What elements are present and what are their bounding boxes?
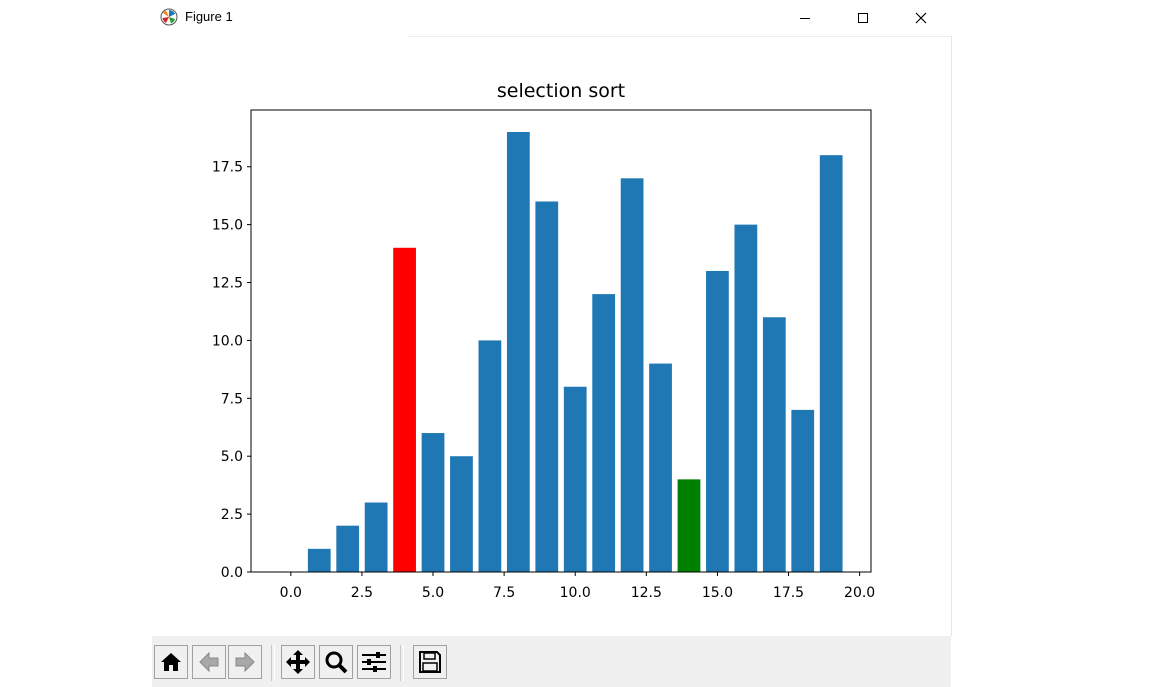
x-tick-label: 2.5 xyxy=(351,585,373,601)
x-tick-label: 15.0 xyxy=(702,585,733,601)
arrow-right-icon xyxy=(235,651,255,673)
bar-4 xyxy=(393,247,416,572)
title-bar: Figure 1 xyxy=(152,0,951,36)
chart-title: selection sort xyxy=(497,80,625,102)
bar-13 xyxy=(649,363,672,572)
sliders-icon xyxy=(362,652,386,672)
bar-1 xyxy=(307,548,331,572)
floppy-disk-icon xyxy=(419,651,441,673)
zoom-button[interactable] xyxy=(319,645,353,679)
y-tick-label: 17.5 xyxy=(212,160,243,176)
bar-chart: selection sort 0.0 2.5 5.0 7.5 10.0 12.5 15.0 1… xyxy=(212,80,875,601)
bar-7 xyxy=(478,340,502,572)
bar-19 xyxy=(819,155,843,572)
toolbar-separator xyxy=(271,645,275,681)
move-icon xyxy=(286,650,310,674)
save-button[interactable] xyxy=(413,645,447,679)
y-tick-label: 10.0 xyxy=(212,333,243,349)
figure-window: Figure 1 selection sort 0.0 2.5 5.0 7.5 10.0… xyxy=(152,0,952,687)
x-tick-label: 12.5 xyxy=(631,585,662,601)
pan-button[interactable] xyxy=(281,645,315,679)
configure-subplots-button[interactable] xyxy=(357,645,391,679)
bar-5 xyxy=(421,433,445,572)
window-title: Figure 1 xyxy=(185,9,233,24)
maximize-button[interactable] xyxy=(834,0,892,36)
bar-6 xyxy=(450,456,473,572)
bar-8 xyxy=(506,132,530,572)
x-axis: 0.0 2.5 5.0 7.5 10.0 12.5 15.0 17.5 20.0 xyxy=(280,572,875,601)
x-tick-label: 17.5 xyxy=(773,585,804,601)
y-tick-label: 7.5 xyxy=(221,391,243,407)
arrow-left-icon xyxy=(199,651,219,673)
bar-16 xyxy=(734,224,758,572)
bar-15 xyxy=(706,270,729,572)
bar-2 xyxy=(336,525,360,572)
minimize-button[interactable] xyxy=(776,0,834,36)
back-button[interactable] xyxy=(192,645,226,679)
minimize-icon xyxy=(800,18,810,19)
bar-12 xyxy=(620,178,644,572)
bar-9 xyxy=(535,201,559,572)
magnifier-icon xyxy=(325,651,348,674)
y-tick-label: 0.0 xyxy=(221,565,243,581)
plot-frame xyxy=(250,109,872,573)
x-tick-label: 0.0 xyxy=(280,585,302,601)
home-icon xyxy=(161,653,181,671)
bar-14 xyxy=(677,479,701,572)
y-tick-label: 5.0 xyxy=(221,449,243,465)
figure-canvas[interactable]: selection sort 0.0 2.5 5.0 7.5 10.0 12.5 15.0 1… xyxy=(152,36,952,636)
close-icon xyxy=(915,12,927,24)
forward-button[interactable] xyxy=(228,645,262,679)
y-tick-label: 12.5 xyxy=(212,276,243,292)
bar-10 xyxy=(563,386,587,572)
navigation-toolbar xyxy=(152,636,951,687)
x-tick-label: 5.0 xyxy=(422,585,444,601)
x-tick-label: 10.0 xyxy=(560,585,591,601)
toolbar-separator xyxy=(400,645,404,681)
bar-17 xyxy=(762,317,786,572)
bar-18 xyxy=(791,409,815,572)
y-tick-label: 2.5 xyxy=(221,507,243,523)
bar-3 xyxy=(364,502,388,572)
x-tick-label: 7.5 xyxy=(493,585,515,601)
y-tick-label: 15.0 xyxy=(212,218,243,234)
close-button[interactable] xyxy=(892,0,950,36)
home-button[interactable] xyxy=(154,645,188,679)
y-axis: 0.0 2.5 5.0 7.5 10.0 12.5 15.0 17.5 xyxy=(212,160,251,581)
bar-11 xyxy=(592,294,616,572)
maximize-icon xyxy=(858,13,868,23)
x-tick-label: 20.0 xyxy=(844,585,875,601)
bars-group xyxy=(307,132,843,572)
matplotlib-logo-icon xyxy=(160,8,178,26)
title-separator xyxy=(408,36,951,37)
